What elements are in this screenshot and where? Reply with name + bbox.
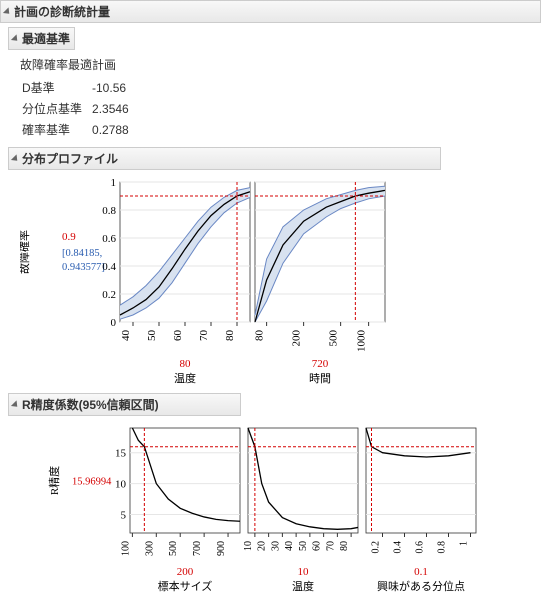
svg-text:200: 200 [291, 330, 303, 347]
svg-text:500: 500 [168, 541, 179, 556]
svg-text:15.96994: 15.96994 [72, 477, 112, 488]
criteria-value: -10.56 [92, 78, 137, 97]
rprec-title: R精度係数(95%信頼区間) [22, 396, 159, 413]
svg-text:70: 70 [198, 330, 210, 342]
svg-text:時間: 時間 [309, 372, 331, 385]
rprec-header[interactable]: R精度係数(95%信頼区間) [8, 393, 241, 416]
svg-text:1000: 1000 [356, 330, 368, 353]
svg-text:60: 60 [172, 330, 184, 342]
svg-text:1: 1 [459, 541, 470, 546]
criteria-row: D基準-10.56 [22, 78, 137, 97]
svg-text:R精度: R精度 [47, 466, 61, 495]
svg-text:700: 700 [192, 541, 203, 556]
svg-text:50: 50 [298, 541, 309, 551]
svg-text:故障確率: 故障確率 [20, 230, 31, 274]
criteria-value: 0.2788 [92, 120, 137, 139]
svg-text:0: 0 [111, 317, 117, 329]
svg-text:20: 20 [257, 541, 268, 551]
main-section-header[interactable]: 計画の診断統計量 [0, 0, 541, 23]
svg-text:0.943577]: 0.943577] [62, 262, 105, 273]
svg-text:興味がある分位点: 興味がある分位点 [377, 579, 465, 593]
svg-text:0.9: 0.9 [62, 231, 76, 243]
main-section-title: 計画の診断統計量 [14, 3, 110, 20]
svg-text:0.1: 0.1 [414, 566, 428, 578]
criteria-value: 2.3546 [92, 99, 137, 118]
svg-text:50: 50 [146, 330, 158, 342]
criteria-row: 確率基準0.2788 [22, 120, 137, 139]
disclosure-triangle-icon [11, 400, 20, 409]
svg-text:5: 5 [121, 509, 127, 521]
criteria-table: D基準-10.56分位点基準2.3546確率基準0.2788 [20, 76, 139, 141]
svg-text:標本サイズ: 標本サイズ [158, 579, 213, 593]
optimality-header[interactable]: 最適基準 [8, 27, 75, 50]
svg-text:80: 80 [339, 541, 350, 551]
svg-text:70: 70 [325, 541, 336, 551]
svg-text:80: 80 [254, 330, 266, 342]
svg-text:0.6: 0.6 [415, 541, 426, 554]
svg-text:1: 1 [111, 177, 117, 189]
profile-chart[interactable]: 故障確率 0.9 [0.84185, 0.943577] 0 0.2 0.4 0.6 0.8 1 4… [20, 174, 420, 389]
svg-text:0.8: 0.8 [437, 541, 448, 554]
svg-text:40: 40 [120, 330, 132, 342]
svg-text:900: 900 [216, 541, 227, 556]
svg-text:0.6: 0.6 [102, 233, 116, 245]
svg-text:10: 10 [298, 566, 310, 578]
svg-text:0.2: 0.2 [102, 289, 116, 301]
disclosure-triangle-icon [3, 7, 12, 16]
svg-text:[0.84185,: [0.84185, [62, 248, 102, 259]
svg-text:0.8: 0.8 [102, 205, 116, 217]
profile-title: 分布プロファイル [22, 150, 118, 167]
svg-text:40: 40 [284, 541, 295, 551]
svg-text:0.2: 0.2 [371, 541, 382, 554]
criteria-label: D基準 [22, 78, 90, 97]
criteria-row: 分位点基準2.3546 [22, 99, 137, 118]
svg-text:30: 30 [270, 541, 281, 551]
disclosure-triangle-icon [11, 34, 20, 43]
svg-text:720: 720 [312, 358, 329, 370]
svg-text:10: 10 [115, 479, 127, 491]
rprecision-chart[interactable]: R精度 15.96994 5 10 15 100 300 500 700 900 200標本サイズ 1… [20, 420, 520, 610]
svg-text:80: 80 [224, 330, 236, 342]
svg-text:300: 300 [144, 541, 155, 556]
svg-text:温度: 温度 [292, 579, 314, 593]
svg-text:15: 15 [115, 448, 127, 460]
profile-header[interactable]: 分布プロファイル [8, 147, 441, 170]
criteria-label: 確率基準 [22, 120, 90, 139]
svg-text:500: 500 [328, 330, 340, 347]
svg-text:60: 60 [312, 541, 323, 551]
svg-text:10: 10 [243, 541, 254, 551]
svg-text:200: 200 [177, 566, 194, 578]
svg-text:100: 100 [120, 541, 131, 556]
svg-text:80: 80 [180, 358, 192, 370]
criteria-label: 分位点基準 [22, 99, 90, 118]
optimality-title: 最適基準 [22, 30, 70, 47]
svg-text:0.4: 0.4 [393, 541, 404, 554]
svg-text:0.4: 0.4 [102, 261, 116, 273]
svg-text:温度: 温度 [174, 371, 196, 385]
optimality-plan-title: 故障確率最適計画 [20, 56, 541, 73]
disclosure-triangle-icon [11, 154, 20, 163]
